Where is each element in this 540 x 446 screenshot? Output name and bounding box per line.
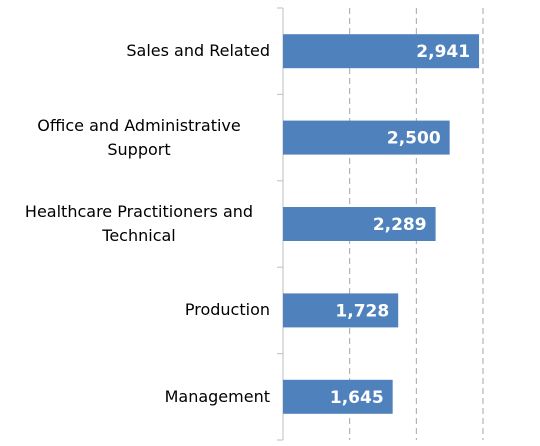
category-label: Management: [164, 386, 270, 406]
data-label: 2,500: [387, 129, 441, 149]
data-label: 1,645: [330, 388, 384, 408]
data-label: 1,728: [335, 301, 389, 321]
bar: [283, 379, 393, 414]
category-label: Healthcare Practitioners and Technical: [24, 202, 254, 245]
category-label: Office and Administrative Support: [37, 115, 241, 159]
bar: [283, 34, 480, 69]
category-label: Sales and Related: [126, 41, 270, 61]
bar: [283, 207, 436, 241]
bar: [283, 120, 450, 155]
data-label: 2,941: [416, 42, 470, 62]
category-label: Production: [184, 300, 270, 320]
bar: [283, 293, 399, 328]
data-label: 2,289: [373, 215, 427, 235]
